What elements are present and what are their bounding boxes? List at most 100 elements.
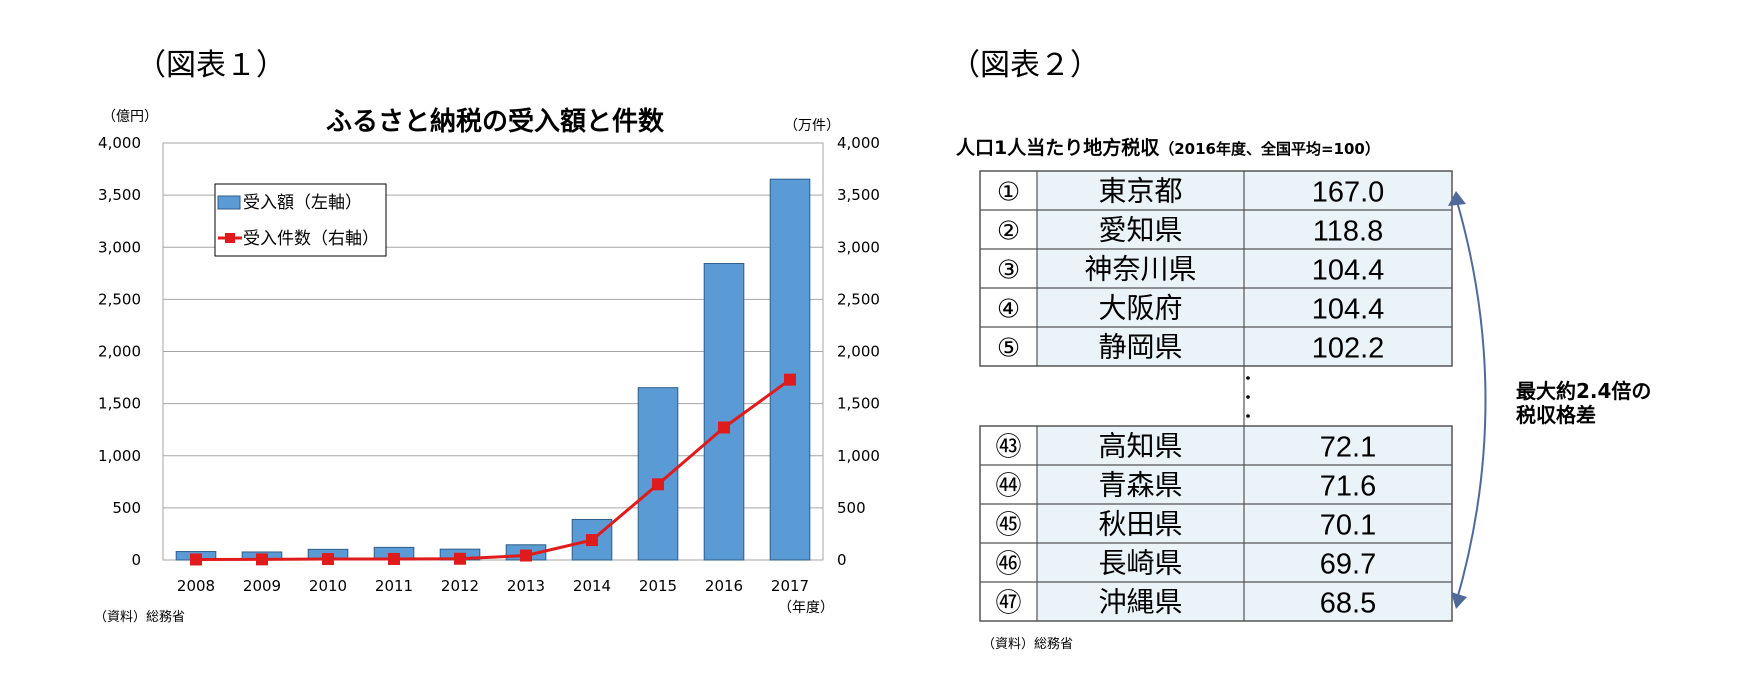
left-tick-label: 0 xyxy=(131,551,141,569)
bar-2016 xyxy=(703,263,745,561)
left-tick-label: 2,500 xyxy=(98,290,141,308)
prefecture-cell: 高知県 xyxy=(1098,430,1182,463)
left-tick-label: 2,000 xyxy=(98,343,141,361)
line-marker-2015 xyxy=(652,478,664,491)
rank-cell: ㊺ xyxy=(995,511,1021,541)
rank-cell: ㊻ xyxy=(995,550,1021,580)
prefecture-cell: 青森県 xyxy=(1098,469,1182,502)
right-tick-label: 1,000 xyxy=(837,447,880,465)
gap-arrow-head-top xyxy=(1448,191,1466,206)
rank-cell: ② xyxy=(997,217,1020,247)
prefecture-cell: 東京都 xyxy=(1098,175,1182,208)
line-marker-2010 xyxy=(322,553,334,566)
right-tick-label: 2,500 xyxy=(837,290,880,308)
prefecture-cell: 神奈川県 xyxy=(1084,253,1196,286)
value-cell: 104.4 xyxy=(1312,294,1385,326)
table-top-block: ① 東京都 167.0 ② 愛知県 118.8 ③ 神奈川県 104.4 ④ 大阪府 104.4 ⑤ 静岡… xyxy=(979,170,1453,426)
prefecture-cell: 静岡県 xyxy=(1098,331,1182,364)
prefecture-cell: 沖縄県 xyxy=(1098,586,1182,619)
x-tick-label: 2014 xyxy=(573,577,611,595)
table-title: 人口1人当たり地方税収（2016年度、全国平均=100） xyxy=(956,136,1380,159)
x-axis-unit: （年度） xyxy=(778,600,834,616)
left-axis-unit: （億円） xyxy=(102,109,158,125)
value-cell: 104.4 xyxy=(1312,255,1385,287)
x-tick-label: 2015 xyxy=(639,577,677,595)
prefecture-cell: 愛知県 xyxy=(1098,214,1182,247)
plot-area xyxy=(162,142,824,561)
prefecture-cell: 秋田県 xyxy=(1098,508,1182,541)
left-tick-label: 4,000 xyxy=(98,134,141,152)
right-tick-label: 1,500 xyxy=(837,395,880,413)
right-tick-label: 3,000 xyxy=(837,238,880,256)
rank-cell: ㊹ xyxy=(995,472,1021,502)
value-cell: 68.5 xyxy=(1320,588,1376,620)
rank-cell: ① xyxy=(997,178,1020,208)
x-tick-label: 2012 xyxy=(441,577,479,595)
prefecture-cell: 長崎県 xyxy=(1098,547,1182,580)
x-tick-label: 2010 xyxy=(309,577,347,595)
value-cell: 72.1 xyxy=(1320,432,1376,464)
line-marker-2013 xyxy=(520,549,532,562)
figure2-table: 人口1人当たり地方税収（2016年度、全国平均=100） ① 東京都 167.0 ② 愛… xyxy=(956,136,1651,652)
table-border xyxy=(979,425,1453,622)
line-marker-2017 xyxy=(784,373,796,386)
right-tick-label: 3,500 xyxy=(837,186,880,204)
value-cell: 71.6 xyxy=(1320,471,1376,503)
line-marker-2008 xyxy=(190,553,202,566)
figure1-chart: ふるさと納税の受入額と件数 （億円） （万件） 0 500 1,000 1,500 2,… xyxy=(94,106,880,625)
value-cell: 102.2 xyxy=(1312,333,1385,365)
line-marker-2012 xyxy=(454,552,466,565)
gap-note-line2: 税収格差 xyxy=(1516,403,1596,427)
value-cell: 118.8 xyxy=(1313,216,1383,248)
bar-2017 xyxy=(769,178,811,561)
legend-line-marker xyxy=(225,233,235,243)
x-axis-ticks: 2008 2009 2010 2011 2012 2013 2014 2015 2016 2017 xyxy=(177,577,809,595)
left-tick-label: 1,500 xyxy=(98,395,141,413)
right-axis-unit: （万件） xyxy=(784,118,840,134)
right-tick-label: 4,000 xyxy=(837,134,880,152)
line-marker-2016 xyxy=(718,421,730,434)
value-cell: 70.1 xyxy=(1320,510,1376,542)
line-series xyxy=(190,373,796,566)
legend-bar-label: 受入額（左軸） xyxy=(243,193,362,213)
left-tick-label: 3,000 xyxy=(98,238,141,256)
figure1-caption: （図表１） xyxy=(136,48,286,83)
gap-arrow-head-bottom xyxy=(1451,592,1467,609)
rank-cell: ⑤ xyxy=(997,334,1020,364)
table-bottom-block: ㊸ 高知県 72.1 ㊹ 青森県 71.6 ㊺ 秋田県 70.1 ㊻ 長崎県 69.7 ㊼ 沖縄県 68.5 xyxy=(979,425,1453,622)
x-tick-label: 2013 xyxy=(507,577,545,595)
figure2-caption: （図表２） xyxy=(950,48,1100,83)
left-tick-label: 500 xyxy=(112,499,141,517)
figure2-source: （資料）総務省 xyxy=(982,637,1073,652)
table-border xyxy=(979,170,1453,367)
right-axis-ticks: 0 500 1,000 1,500 2,000 2,500 3,000 3,500 4,000 xyxy=(837,134,880,569)
rank-cell: ㊼ xyxy=(995,589,1021,619)
line-path xyxy=(195,378,791,561)
x-tick-label: 2008 xyxy=(177,577,215,595)
rank-cell: ③ xyxy=(997,256,1020,286)
right-tick-label: 500 xyxy=(837,499,866,517)
rank-cell: ④ xyxy=(997,295,1020,325)
value-cell: 69.7 xyxy=(1320,549,1376,581)
right-tick-label: 0 xyxy=(837,551,847,569)
x-tick-label: 2011 xyxy=(375,577,413,595)
line-marker-2014 xyxy=(586,534,598,547)
figure1-source: （資料）総務省 xyxy=(94,610,185,625)
x-tick-label: 2017 xyxy=(771,577,809,595)
ellipsis-dots xyxy=(1246,376,1250,418)
x-tick-label: 2016 xyxy=(705,577,743,595)
rank-cell: ㊸ xyxy=(995,433,1021,463)
left-tick-label: 1,000 xyxy=(98,447,141,465)
chart-legend: 受入額（左軸） 受入件数（右軸） xyxy=(214,183,387,257)
legend-bar-swatch xyxy=(217,195,241,210)
left-tick-label: 3,500 xyxy=(98,186,141,204)
line-marker-2011 xyxy=(388,552,400,565)
x-tick-label: 2009 xyxy=(243,577,281,595)
left-axis-ticks: 0 500 1,000 1,500 2,000 2,500 3,000 3,500 4,000 xyxy=(98,134,141,569)
right-tick-label: 2,000 xyxy=(837,343,880,361)
prefecture-cell: 大阪府 xyxy=(1098,292,1182,325)
legend-line-label: 受入件数（右軸） xyxy=(243,229,379,249)
gap-arrow xyxy=(1455,197,1487,604)
line-marker-2009 xyxy=(256,553,268,566)
value-cell: 167.0 xyxy=(1312,177,1385,209)
